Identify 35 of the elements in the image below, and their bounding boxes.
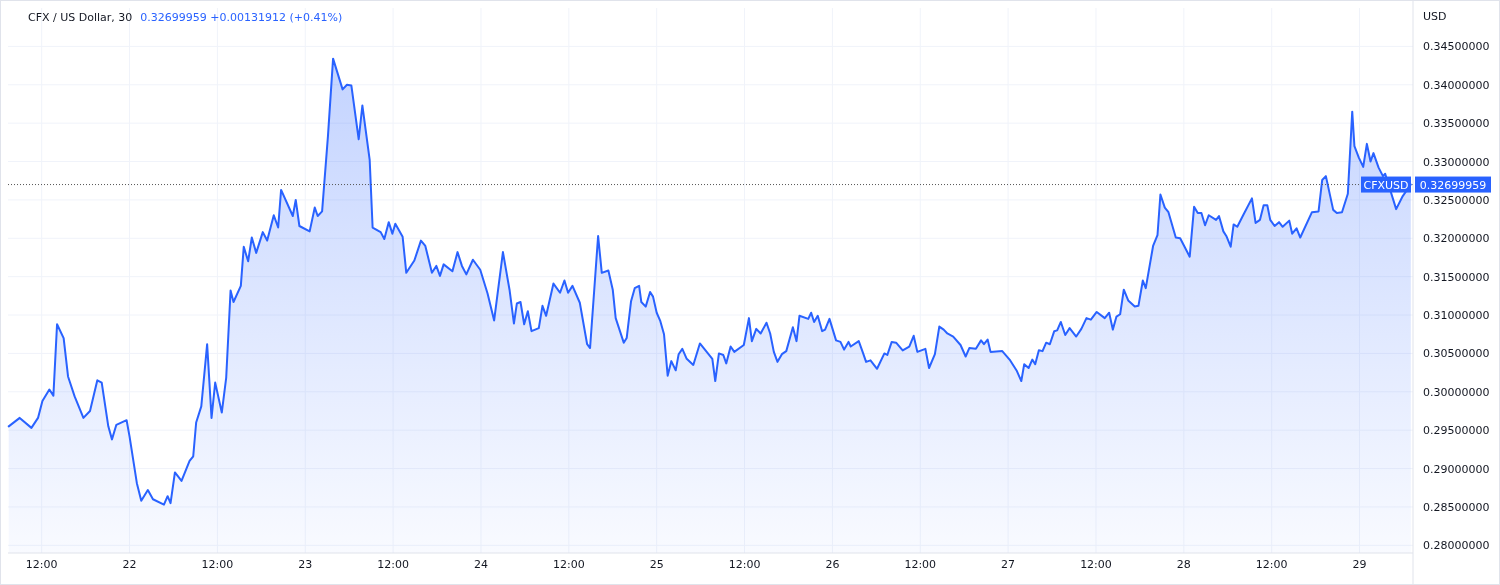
y-tick-label: 0.28500000 — [1423, 500, 1490, 514]
x-tick-label: 23 — [298, 558, 313, 571]
x-tick-label: 29 — [1352, 558, 1367, 571]
x-tick-label: 12:00 — [201, 558, 234, 571]
y-tick-label: 0.34000000 — [1423, 78, 1490, 92]
y-tick-label: 0.31500000 — [1423, 270, 1490, 284]
x-tick-label: 12:00 — [1255, 558, 1288, 571]
ref-line-label: CFXUSD — [1363, 178, 1409, 192]
y-tick-label: 0.30000000 — [1423, 385, 1490, 399]
y-tick-label: 0.31000000 — [1423, 309, 1490, 323]
x-tick-label: 12:00 — [377, 558, 409, 571]
y-tick-label: 0.28000000 — [1423, 539, 1490, 553]
y-tick-label: 0.33000000 — [1423, 155, 1490, 169]
x-tick-label: 25 — [649, 558, 664, 571]
y-axis-title: USD — [1423, 10, 1447, 23]
x-tick-label: 24 — [473, 558, 488, 571]
y-tick-label: 0.32000000 — [1423, 232, 1490, 246]
chart-subtitle: 0.32699959 +0.00131912 (+0.41%) — [140, 11, 343, 24]
x-tick-label: 12:00 — [552, 558, 585, 571]
y-tick-label: 0.34500000 — [1423, 40, 1490, 54]
y-tick-label: 0.29500000 — [1423, 424, 1490, 438]
y-tick-label: 0.32500000 — [1423, 193, 1490, 207]
x-tick-label: 28 — [1176, 558, 1191, 571]
y-tick-label: 0.33500000 — [1423, 117, 1490, 131]
x-tick-label: 27 — [1001, 558, 1016, 571]
x-tick-label: 12:00 — [25, 558, 58, 571]
y-tick-label: 0.30500000 — [1423, 347, 1490, 361]
y-tick-label: 0.29000000 — [1423, 462, 1490, 476]
x-tick-label: 12:00 — [728, 558, 761, 571]
x-tick-label: 22 — [122, 558, 137, 571]
x-tick-label: 12:00 — [904, 558, 937, 571]
annotation: 0.32699959 — [1419, 178, 1487, 192]
x-tick-label: 12:00 — [1080, 558, 1112, 571]
x-tick-label: 26 — [825, 558, 840, 571]
chart-title: CFX / US Dollar, 30 — [28, 11, 133, 24]
